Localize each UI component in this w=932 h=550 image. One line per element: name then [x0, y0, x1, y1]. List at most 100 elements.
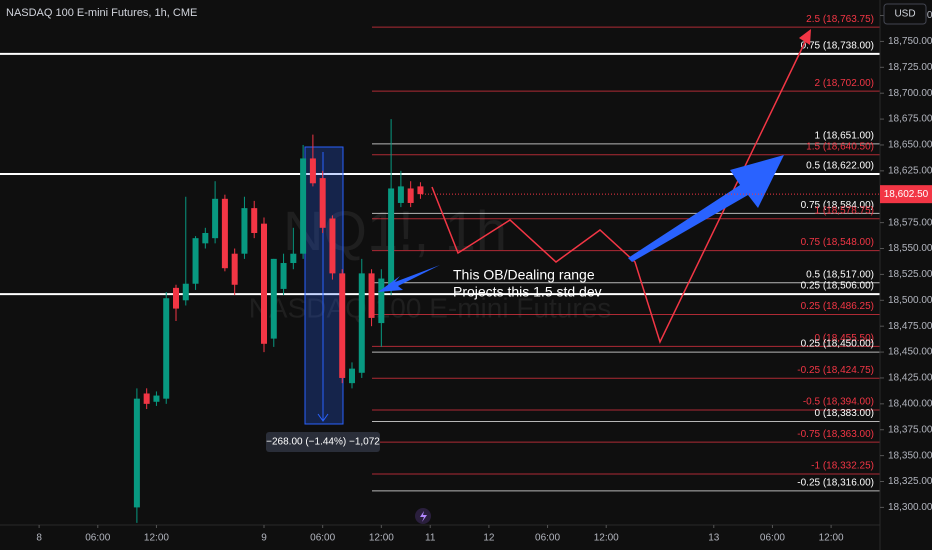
- fib-label: 0.5 (18,622.00): [806, 161, 874, 172]
- projection-path: [431, 39, 807, 345]
- candle-body: [290, 253, 297, 264]
- y-tick-label: 18,725.00: [888, 62, 932, 73]
- candle-body: [319, 178, 326, 228]
- small-blue-arrow: [378, 265, 440, 292]
- candle-body: [212, 198, 219, 239]
- candle-body: [300, 158, 307, 254]
- candle-body: [309, 158, 316, 184]
- y-tick-label: 18,700.00: [888, 88, 932, 99]
- currency-button[interactable]: [883, 3, 927, 25]
- candle-body: [349, 368, 355, 384]
- x-tick-label: 9: [261, 533, 267, 544]
- candle-body: [182, 283, 189, 301]
- currency[interactable]: USD: [894, 9, 915, 20]
- blue-arrow: [628, 155, 784, 262]
- candles: [133, 119, 424, 523]
- annotation: Projects this 1.5 std dev: [453, 284, 602, 300]
- time-axis: 8 06:00 12:00 9 06:00 12:00 11 12 06:00 12:00 13 06…: [36, 525, 844, 544]
- x-tick-label: 06:00: [535, 533, 560, 544]
- fib-label: -1 (18,332.25): [811, 461, 874, 472]
- candle-body: [280, 263, 287, 289]
- fib-label: -0.75 (18,363.00): [797, 429, 874, 440]
- fib-label: 0.75 (18,738.00): [801, 40, 874, 51]
- candle-body: [388, 188, 395, 289]
- fib-label: 0.75 (18,584.00): [801, 200, 874, 211]
- y-tick-label: 18,375.00: [888, 424, 932, 435]
- y-tick-label: 18,400.00: [888, 398, 932, 409]
- fib-label: -0.25 (18,316.00): [797, 477, 874, 488]
- fib-label: 1.5 (18,640.50): [806, 141, 874, 152]
- fib-label: 0.25 (18,486.25): [801, 301, 874, 312]
- fib-label: -0.25 (18,424.75): [797, 365, 874, 376]
- fib-label: 0.25 (18,450.00): [801, 339, 874, 350]
- fib-levels: 2.5 (18,763.75) 0.75 (18,738.00) 2 (18,702…: [0, 14, 880, 492]
- fib-label: 1 (18,578.75): [815, 205, 875, 216]
- fib-label: -0.5 (18,394.00): [803, 397, 874, 408]
- last-price-label: 18,602.50: [884, 189, 929, 200]
- fib-label: 0.25 (18,506.00): [801, 281, 874, 292]
- x-tick-label: 06:00: [760, 533, 785, 544]
- y-tick-label: 18,350.00: [888, 450, 932, 461]
- x-tick-label: 12: [483, 533, 495, 544]
- candle-body: [407, 188, 414, 203]
- y-tick-label: 18,425.00: [888, 373, 932, 384]
- y-tick-label: 18,750.00: [888, 36, 932, 47]
- candle-body: [173, 287, 179, 309]
- fib-label: 0.5 (18,517.00): [806, 269, 874, 280]
- x-tick-label: 12:00: [144, 533, 169, 544]
- candle-body: [270, 258, 277, 339]
- chart-title: NASDAQ 100 E-mini Futures, 1h, CME: [6, 7, 197, 19]
- candle-body: [143, 393, 150, 404]
- candle-body: [358, 273, 365, 373]
- candle-body: [261, 223, 267, 344]
- measure-arrowhead: [317, 413, 329, 422]
- x-tick-label: 06:00: [310, 533, 335, 544]
- y-tick-label: 18,500.00: [888, 295, 932, 306]
- y-tick-label: 18,625.00: [888, 165, 932, 176]
- x-tick-label: 13: [708, 533, 720, 544]
- candle-body: [417, 186, 424, 195]
- x-tick-label: 12:00: [369, 533, 394, 544]
- x-tick-label: 8: [36, 533, 42, 544]
- y-tick-label: 18,650.00: [888, 140, 932, 151]
- projection-arrowhead: [799, 29, 811, 45]
- fib-label: 2 (18,702.00): [815, 78, 875, 89]
- candle-body: [192, 238, 199, 284]
- fib-label: 0 (18,455.50): [815, 333, 875, 344]
- y-tick-label: 18,475.00: [888, 321, 932, 332]
- candle-body: [368, 273, 375, 318]
- last-price-tag: [880, 185, 932, 204]
- x-tick-label: 11: [425, 533, 436, 544]
- candle-body: [202, 232, 209, 244]
- fib-label: 2.5 (18,763.75): [806, 14, 874, 25]
- candle-body: [329, 218, 336, 274]
- x-tick-label: 12:00: [594, 533, 619, 544]
- candle-body: [133, 398, 140, 508]
- y-tick-label: 18,575.00: [888, 217, 932, 228]
- candle-body: [378, 278, 385, 324]
- y-tick-label: 18,325.00: [888, 476, 932, 487]
- y-tick-label: 18,450.00: [888, 347, 932, 358]
- y-tick-label: 18,525.00: [888, 269, 932, 280]
- fib-label: 0.75 (18,548.00): [801, 237, 874, 248]
- event-icon-bolt: [420, 511, 427, 522]
- price-axis: 18,300.00 18,325.00 18,350.00 18,375.00 18,4…: [880, 10, 932, 513]
- candle-body: [221, 198, 228, 269]
- candle-body: [241, 208, 248, 254]
- candle-body: [153, 395, 160, 402]
- x-tick-label: 06:00: [85, 533, 110, 544]
- x-tick-label: 12:00: [819, 533, 844, 544]
- measure-tag: [266, 432, 380, 452]
- candle-body: [231, 253, 238, 285]
- y-tick-label: 18,300.00: [888, 502, 932, 513]
- watermark-name: NASDAQ 100 E-mini Futures: [249, 292, 612, 323]
- candle-body: [251, 208, 258, 233]
- candle-body: [339, 273, 346, 378]
- candle-body: [163, 298, 170, 399]
- y-tick-label: 18,675.00: [888, 114, 932, 125]
- candle-body: [397, 186, 404, 203]
- annotation: This OB/Dealing range: [453, 267, 595, 283]
- fib-label: 1 (18,651.00): [815, 131, 875, 142]
- measure-label: −268.00 (−1.44%) −1,072: [266, 437, 380, 448]
